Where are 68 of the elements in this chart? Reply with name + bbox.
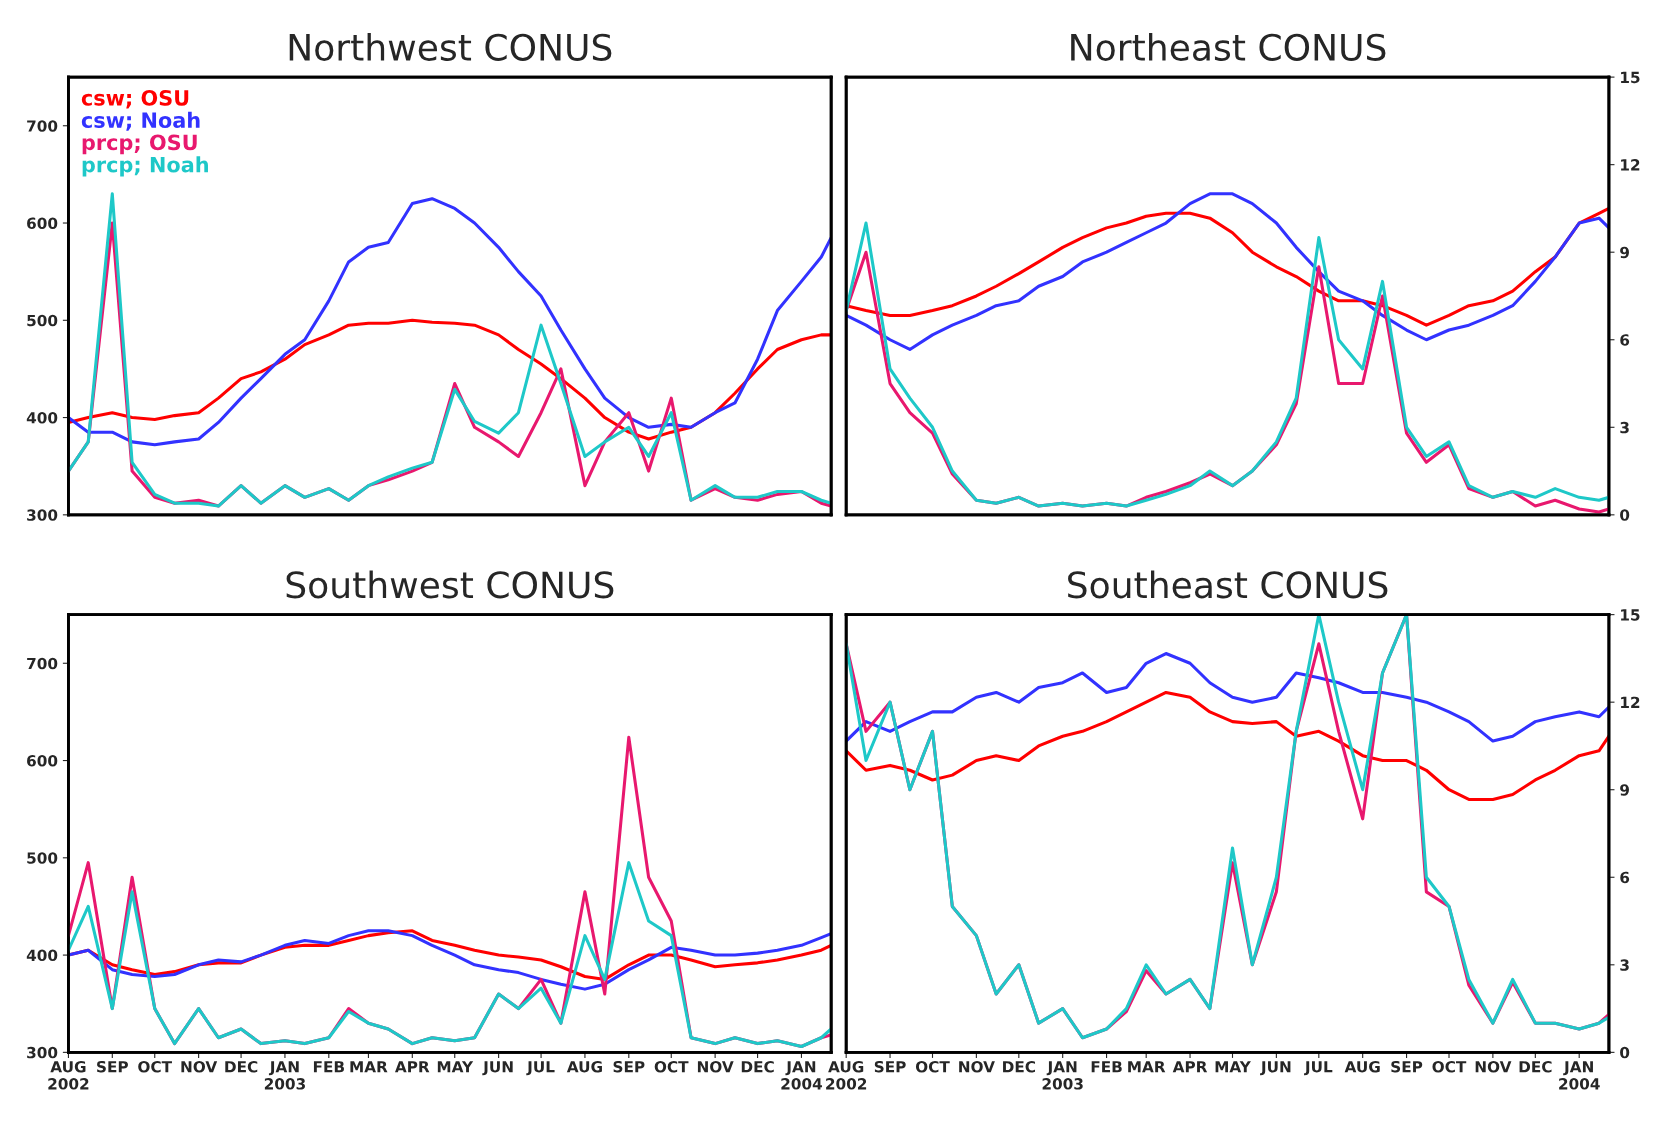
x-tick-label: SEP <box>874 1060 906 1073</box>
x-tick-label: JAN 2004 <box>781 1061 822 1090</box>
y-tick-label: 500 <box>27 852 58 864</box>
y2-tick-label: 12 <box>1621 159 1640 171</box>
x-tick-label: JUN <box>1260 1061 1291 1076</box>
x-tick-label: OCT <box>915 1060 950 1073</box>
x-tick-label: OCT <box>654 1060 689 1073</box>
x-tick-label: APR <box>1172 1061 1208 1073</box>
line-series <box>68 929 832 991</box>
x-tick-label: APR <box>394 1061 430 1073</box>
x-tick-label: SEP <box>97 1060 128 1073</box>
x-tick-label: NOV <box>181 1060 218 1073</box>
x-tick-label: MAR <box>350 1061 388 1073</box>
x-tick-label: DEC <box>1003 1060 1036 1073</box>
series-label: prcp; Noah <box>82 156 208 177</box>
y-tick-label: 400 <box>26 949 58 962</box>
x-tick-label: JUN <box>482 1061 513 1076</box>
text: prcp; OSU <box>82 134 197 155</box>
y-tick-label: 600 <box>27 217 58 230</box>
x-tick-label: FEB <box>313 1061 344 1073</box>
x-tick-label: NOV <box>959 1060 995 1073</box>
x-tick-label: SEP <box>1391 1060 1423 1073</box>
y-tick-label: 700 <box>27 120 58 132</box>
x-tick-label: SEP <box>613 1060 645 1073</box>
x-tick-label: JUL <box>526 1061 555 1076</box>
x-tick-label: JUL <box>1304 1061 1333 1076</box>
y-tick-label: 500 <box>27 314 58 327</box>
y2-tick-label: 9 <box>1620 246 1629 259</box>
y-tick-label: 400 <box>26 412 58 424</box>
y2-tick-label: 0 <box>1620 1046 1630 1059</box>
chart-title: Southwest CONUS <box>286 570 614 599</box>
x-tick-label: NOV <box>1475 1060 1512 1073</box>
x-tick-label: OCT <box>138 1060 172 1073</box>
chart-title: Northwest CONUS <box>289 33 612 61</box>
x-tick-label: DEC <box>225 1060 258 1073</box>
x-tick-label: JAN 2003 <box>1042 1061 1083 1090</box>
chart-title: Southeast CONUS <box>1068 570 1388 599</box>
x-tick-label: DEC <box>1519 1060 1552 1073</box>
y2-tick-label: 3 <box>1620 959 1629 971</box>
text: csw; Noah <box>81 111 200 131</box>
y2-tick-label: 3 <box>1620 421 1629 434</box>
x-tick-label: DEC <box>741 1060 774 1073</box>
y2-tick-label: 15 <box>1621 71 1640 84</box>
x-tick-label: MAR <box>1128 1061 1166 1073</box>
x-tick-label: OCT <box>1432 1060 1467 1073</box>
x-tick-label: JAN 2004 <box>1559 1061 1600 1090</box>
x-tick-label: AUG 2002 <box>826 1060 867 1090</box>
y-tick-label: 700 <box>27 657 58 670</box>
x-tick-label: AUG 2002 <box>48 1060 89 1090</box>
x-tick-label: FEB <box>1091 1061 1122 1073</box>
y2-tick-label: 6 <box>1620 334 1630 346</box>
text: csw; OSU <box>81 89 189 109</box>
y2-tick-label: 15 <box>1621 609 1640 621</box>
x-tick-label: AUG <box>1344 1060 1380 1073</box>
x-tick-label: JAN 2003 <box>264 1061 305 1090</box>
y2-tick-label: 12 <box>1621 696 1640 708</box>
y-tick-label: 300 <box>27 509 58 521</box>
y2-tick-label: 9 <box>1620 784 1629 796</box>
x-tick-label: NOV <box>697 1060 734 1073</box>
chart-title: Northeast CONUS <box>1071 33 1386 61</box>
y-tick-label: 300 <box>27 1046 58 1059</box>
x-tick-label: MAY <box>1215 1061 1251 1073</box>
x-tick-label: AUG <box>566 1060 602 1073</box>
line-series <box>68 197 832 447</box>
y2-tick-label: 6 <box>1620 871 1630 884</box>
y2-tick-label: 0 <box>1620 509 1630 521</box>
x-tick-label: MAY <box>437 1061 474 1073</box>
y-tick-label: 600 <box>27 755 58 767</box>
